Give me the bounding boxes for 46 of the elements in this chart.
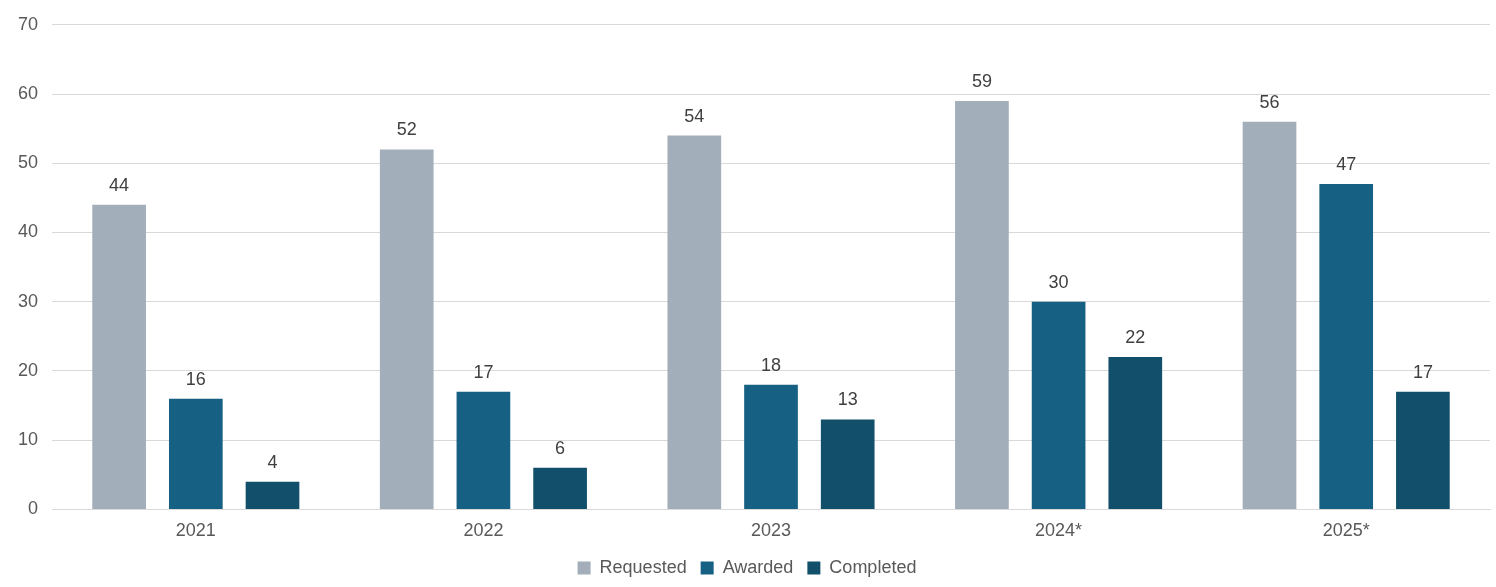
bar xyxy=(1031,301,1086,509)
y-tick-label: 0 xyxy=(28,498,39,519)
legend-label: Requested xyxy=(599,556,687,577)
x-tick-label: 2023 xyxy=(750,520,792,541)
x-tick-label: 2025* xyxy=(1322,520,1370,541)
data-label: 16 xyxy=(185,368,206,389)
x-tick-label: 2024* xyxy=(1035,520,1083,541)
data-label: 18 xyxy=(761,354,782,375)
bar xyxy=(1108,357,1163,509)
bar xyxy=(955,100,1009,509)
data-label: 17 xyxy=(1412,361,1433,382)
y-tick-label: 10 xyxy=(17,429,39,450)
y-tick-label: 50 xyxy=(17,152,39,173)
y-tick-label: 20 xyxy=(17,359,39,380)
bar xyxy=(820,419,875,509)
bar xyxy=(456,391,511,509)
y-tick-label: 30 xyxy=(17,290,39,311)
legend-label: Awarded xyxy=(722,556,794,577)
bar xyxy=(1242,121,1297,509)
data-label: 30 xyxy=(1048,271,1069,292)
y-tick-label: 40 xyxy=(17,221,39,242)
bar xyxy=(1319,184,1374,509)
data-label: 54 xyxy=(684,105,705,126)
data-label: 6 xyxy=(555,437,566,458)
data-label: 4 xyxy=(267,451,278,472)
data-label: 22 xyxy=(1125,327,1146,348)
data-label: 52 xyxy=(396,119,417,140)
data-label: 17 xyxy=(473,361,494,382)
bar xyxy=(533,467,587,509)
y-tick-label: 60 xyxy=(17,83,39,103)
bar xyxy=(744,384,798,509)
x-tick-label: 2021 xyxy=(175,520,216,541)
legend-label: Completed xyxy=(829,556,917,577)
bar xyxy=(667,135,722,509)
bar xyxy=(168,398,223,509)
x-tick-label: 2022 xyxy=(463,520,504,541)
bar xyxy=(379,149,434,509)
data-label: 47 xyxy=(1336,153,1357,174)
y-tick-label: 70 xyxy=(17,13,39,34)
bar xyxy=(1396,391,1450,509)
data-label: 13 xyxy=(837,389,858,410)
data-label: 44 xyxy=(109,174,130,195)
data-label: 56 xyxy=(1259,91,1280,112)
bar xyxy=(245,481,300,509)
data-label: 59 xyxy=(971,70,992,91)
bar xyxy=(92,204,146,509)
